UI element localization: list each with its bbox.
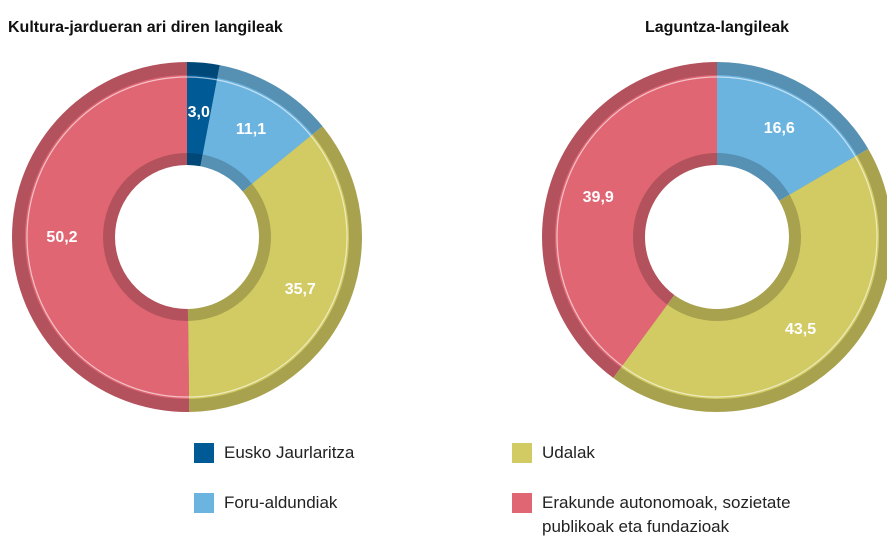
value-label: 11,1 xyxy=(236,121,266,138)
slice xyxy=(24,75,190,399)
legend-item: Udalak xyxy=(512,441,595,465)
value-label: 39,9 xyxy=(583,189,614,206)
ring-line xyxy=(26,76,348,398)
legend-label: Eusko Jaurlaritza xyxy=(224,443,355,462)
legend-swatch xyxy=(512,443,532,463)
value-label: 43,5 xyxy=(785,321,816,338)
legend-label: Udalak xyxy=(542,443,595,462)
slice xyxy=(620,155,879,399)
legend-label: Foru-aldundiak xyxy=(224,493,338,512)
slice xyxy=(717,75,857,195)
value-label: 16,6 xyxy=(764,120,795,137)
chart-title: Kultura-jardueran ari diren langileak xyxy=(8,19,283,36)
value-label: 50,2 xyxy=(46,229,77,246)
ring-line xyxy=(556,76,878,398)
legend-item: Foru-aldundiak xyxy=(194,491,337,515)
slice xyxy=(187,75,218,155)
chart-title: Laguntza-langileak xyxy=(645,19,789,36)
legend-item: Erakunde autonomoak, sozietate publikoak… xyxy=(512,491,842,539)
legend-swatch xyxy=(194,443,214,463)
value-label: 3,0 xyxy=(188,104,210,121)
legend-label: Erakunde autonomoak, sozietate publikoak… xyxy=(542,493,791,536)
slice xyxy=(202,77,313,184)
legend-swatch xyxy=(512,493,532,513)
value-label: 35,7 xyxy=(285,281,316,298)
slice xyxy=(555,75,717,368)
legend-item: Eusko Jaurlaritza xyxy=(194,441,354,465)
slice xyxy=(188,134,349,399)
legend-swatch xyxy=(194,493,214,513)
